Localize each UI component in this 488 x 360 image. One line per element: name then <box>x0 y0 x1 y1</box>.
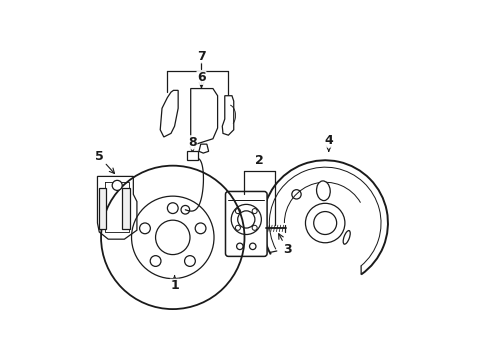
Text: 6: 6 <box>197 71 205 88</box>
Ellipse shape <box>316 181 329 201</box>
Circle shape <box>112 180 122 190</box>
FancyBboxPatch shape <box>225 192 266 256</box>
Text: 3: 3 <box>278 234 291 256</box>
Text: 2: 2 <box>255 154 264 167</box>
Text: 1: 1 <box>170 276 179 292</box>
Ellipse shape <box>343 230 349 244</box>
Polygon shape <box>97 176 137 239</box>
Text: 8: 8 <box>188 136 196 152</box>
Text: 7: 7 <box>197 50 205 63</box>
FancyBboxPatch shape <box>187 151 197 160</box>
Polygon shape <box>190 89 217 144</box>
Polygon shape <box>199 144 208 153</box>
Polygon shape <box>222 96 233 135</box>
FancyBboxPatch shape <box>99 188 106 229</box>
Text: 4: 4 <box>324 134 332 151</box>
Polygon shape <box>160 90 178 137</box>
FancyBboxPatch shape <box>122 188 129 229</box>
Text: 5: 5 <box>95 150 114 174</box>
